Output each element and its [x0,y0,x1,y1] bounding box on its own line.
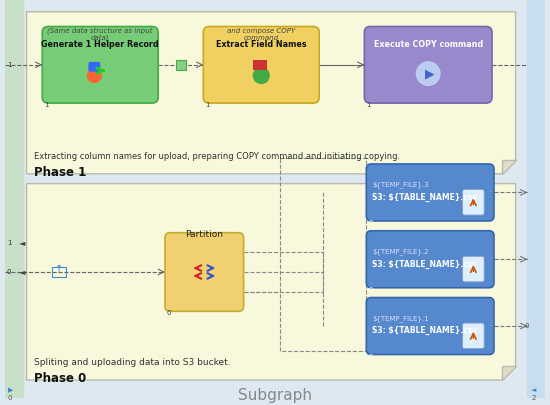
Text: S3: ${TABLE_NAME}.csv: S3: ${TABLE_NAME}.csv [372,326,477,335]
Text: ◄: ◄ [19,268,25,277]
Text: S3: ${TABLE_NAME}.csv: S3: ${TABLE_NAME}.csv [372,193,477,202]
Text: ${TEMP_FILE}.2: ${TEMP_FILE}.2 [372,248,428,255]
Bar [254,60,267,70]
FancyBboxPatch shape [463,256,484,282]
Text: ${TEMP_FILE}.1: ${TEMP_FILE}.1 [372,315,429,322]
Text: ·: · [488,321,492,331]
Text: Execute COPY command: Execute COPY command [373,40,483,49]
Text: 1: 1 [366,102,371,108]
Text: Phase 0: Phase 0 [35,372,87,385]
Text: 0: 0 [7,269,12,275]
Text: Extracting column names for upload, preparing COPY command and initiating copyin: Extracting column names for upload, prep… [35,152,400,161]
Text: 0: 0 [167,310,172,316]
FancyBboxPatch shape [165,233,244,311]
Text: (Same data structure as input
data): (Same data structure as input data) [47,27,153,41]
Text: 1: 1 [7,239,12,245]
Bar [176,60,186,70]
Text: 0: 0 [368,287,373,293]
Bar [5,0,23,398]
FancyBboxPatch shape [42,26,158,103]
Text: ▶: ▶ [425,67,435,80]
FancyBboxPatch shape [366,298,494,354]
Text: 0: 0 [8,395,13,401]
FancyBboxPatch shape [366,164,494,221]
Polygon shape [26,12,515,174]
Polygon shape [26,183,515,380]
Text: ·: · [488,254,492,264]
Text: 2: 2 [531,395,536,401]
Circle shape [87,69,101,83]
FancyBboxPatch shape [463,323,484,349]
Text: ↑: ↑ [55,264,63,274]
Text: 1: 1 [205,102,210,108]
Circle shape [416,62,440,85]
Text: ${TEMP_FILE}.3: ${TEMP_FILE}.3 [372,181,429,188]
FancyBboxPatch shape [366,231,494,288]
Text: 0: 0 [368,354,373,360]
FancyBboxPatch shape [364,26,492,103]
Text: 0: 0 [525,323,529,329]
Polygon shape [502,160,515,174]
Text: 1: 1 [44,102,49,108]
Text: Subgraph: Subgraph [238,388,312,403]
Text: ·: · [488,188,492,198]
Circle shape [254,68,269,83]
FancyBboxPatch shape [89,62,100,72]
Text: Phase 1: Phase 1 [35,166,87,179]
Text: 0: 0 [368,220,373,226]
Text: ◄: ◄ [19,238,25,247]
Text: 1: 1 [7,62,12,68]
Text: Spliting and uploading data into S3 bucket.: Spliting and uploading data into S3 buck… [35,358,231,367]
Text: Generate 1 Helper Record: Generate 1 Helper Record [41,40,159,49]
Text: ◄: ◄ [531,387,537,393]
Text: Extract Field Names: Extract Field Names [216,40,306,49]
Text: ▶: ▶ [8,387,13,393]
Text: and compose COPY
command: and compose COPY command [227,28,295,41]
Polygon shape [502,366,515,380]
Bar [527,0,545,398]
FancyBboxPatch shape [204,26,319,103]
Text: Partition: Partition [185,230,223,239]
FancyBboxPatch shape [463,190,484,215]
Text: S3: ${TABLE_NAME}.csv: S3: ${TABLE_NAME}.csv [372,260,477,269]
